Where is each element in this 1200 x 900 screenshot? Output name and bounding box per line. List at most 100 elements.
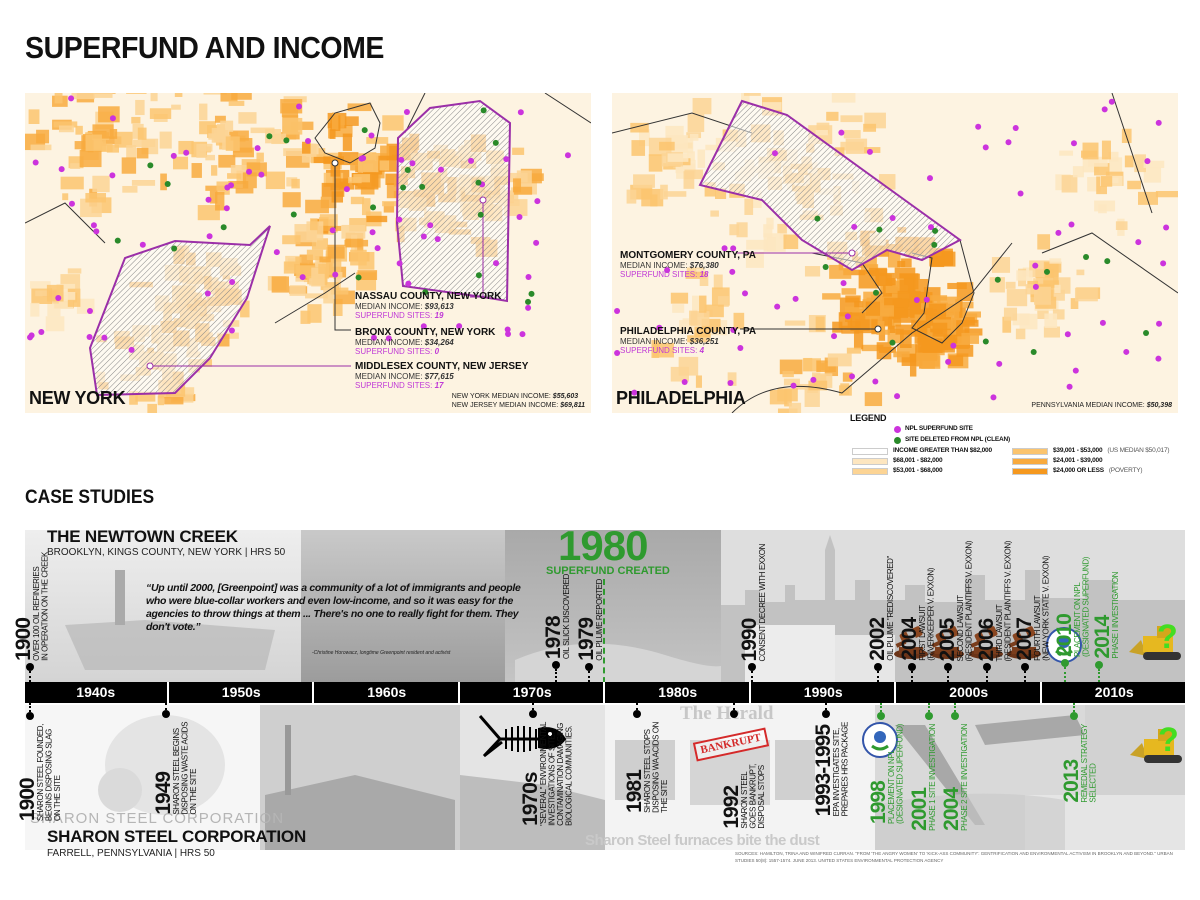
- timeline-connector: [751, 671, 753, 682]
- superfund-created-label: SUPERFUND CREATED: [546, 565, 670, 577]
- event-description: PREPARES HRS PACKAGE: [840, 722, 850, 817]
- income-tract: [159, 131, 172, 149]
- legend-title: LEGEND: [850, 413, 887, 423]
- timeline-connector: [29, 703, 31, 712]
- npl-superfund-site-dot: [456, 323, 463, 330]
- npl-superfund-site-dot: [1135, 239, 1142, 246]
- npl-superfund-site-dot: [427, 222, 434, 229]
- income-tract: [347, 103, 372, 112]
- timeline-connector: [636, 703, 638, 710]
- npl-superfund-site-dot: [525, 274, 532, 281]
- timeline-connector: [947, 671, 949, 682]
- income-tract: [35, 290, 49, 297]
- income-tract: [843, 130, 861, 139]
- deleted-site-dot: [931, 241, 938, 248]
- npl-superfund-site-dot: [851, 223, 858, 230]
- timeline-event-2001: 2001 PHASE 1 SITE INVESTIGATION: [908, 724, 938, 831]
- income-tract: [380, 145, 389, 159]
- income-tract: [1043, 326, 1060, 338]
- npl-superfund-site-dot: [93, 228, 100, 235]
- income-tract: [667, 153, 689, 162]
- income-tract: [777, 223, 787, 234]
- income-tract: [345, 238, 362, 248]
- timeline-connector: [954, 703, 956, 712]
- deleted-site-dot: [994, 276, 1001, 283]
- income-tract: [815, 316, 825, 332]
- timeline-event-dot: [944, 663, 952, 671]
- income-tract: [710, 210, 719, 217]
- timeline-connector: [588, 671, 590, 682]
- income-tract: [295, 256, 302, 263]
- decade-1950s: 1950s: [170, 682, 314, 703]
- income-tract: [1155, 190, 1178, 198]
- npl-superfund-site-dot: [1017, 190, 1024, 197]
- income-tract: [240, 300, 250, 318]
- county-income: MEDIAN INCOME: $36,251: [620, 337, 719, 346]
- income-tract: [323, 287, 334, 304]
- income-tract: [318, 148, 326, 159]
- income-tract: [875, 268, 888, 281]
- deleted-site-dot: [1083, 253, 1090, 260]
- income-tract: [1108, 157, 1123, 175]
- timeline-event-2005: 2005 SECOND LAWSUIT (RESIDENT PLAINTIFFS V…: [936, 541, 974, 661]
- timeline-event-2006: 2006 THIRD LAWSUIT (RESIDENT PLAINTIFFS V.…: [975, 541, 1013, 661]
- decade-2000s: 2000s: [898, 682, 1042, 703]
- npl-superfund-site-dot: [385, 335, 392, 342]
- income-tract: [92, 175, 110, 193]
- npl-superfund-site-dot: [420, 233, 427, 240]
- npl-superfund-site-dot: [656, 324, 663, 331]
- income-tract: [840, 141, 864, 151]
- income-tract: [631, 140, 646, 156]
- income-tract: [350, 196, 365, 205]
- event-description: (NEW YORK STATE V. EXXON): [1041, 556, 1051, 661]
- timeline-event-dot: [633, 710, 641, 718]
- timeline-event-2004: 2004 FIRST LAWSUIT (RIVERKEEPER V. EXXON): [898, 568, 936, 661]
- timeline-event-dot: [983, 663, 991, 671]
- npl-superfund-site-dot: [1032, 283, 1039, 290]
- npl-superfund-site-dot: [405, 280, 412, 287]
- income-tract: [265, 171, 286, 190]
- income-tract: [330, 287, 349, 295]
- deleted-site-dot: [171, 245, 178, 252]
- income-tract: [895, 298, 909, 308]
- income-tract: [231, 93, 252, 100]
- income-tract: [227, 173, 241, 179]
- income-tract: [899, 279, 914, 293]
- event-description: OIL PLUME REPORTED: [595, 579, 604, 661]
- quote-attribution: -Christine Horowacz, longtime Greenpoint…: [312, 650, 451, 656]
- income-tract: [826, 111, 839, 121]
- npl-superfund-site-dot: [273, 249, 280, 256]
- income-tract: [283, 261, 301, 274]
- income-tract: [382, 201, 399, 207]
- legend-npl-site: NPL SUPERFUND SITE: [894, 425, 973, 433]
- decade-1960s: 1960s: [316, 682, 460, 703]
- npl-superfund-site-dot: [204, 290, 211, 297]
- income-tract: [350, 249, 367, 266]
- npl-superfund-site-dot: [183, 149, 190, 156]
- gavel-icon: [894, 626, 928, 659]
- income-tract: [804, 266, 821, 277]
- event-description: ON THE SITE: [53, 775, 62, 822]
- npl-superfund-site-dot: [894, 393, 901, 400]
- income-tract: [289, 285, 306, 296]
- income-tract: [777, 408, 798, 413]
- boundary-line: [1111, 93, 1153, 214]
- event-description: PHASE 1 SITE INVESTIGATION: [928, 724, 937, 831]
- income-tract: [318, 263, 330, 274]
- timeline-event-dot: [162, 710, 170, 718]
- income-tract: [1052, 309, 1065, 320]
- npl-superfund-site-dot: [1005, 139, 1012, 146]
- callout-marker: [479, 196, 487, 204]
- swatch: [1012, 467, 1048, 475]
- income-tract: [205, 185, 225, 191]
- income-tract: [1070, 298, 1079, 309]
- income-tract: [717, 296, 729, 307]
- income-tract: [876, 329, 890, 335]
- event-description: BIOLOGICAL COMMUNITIES.: [564, 725, 574, 826]
- county-sites: SUPERFUND SITES: 18: [620, 270, 709, 279]
- income-tract: [897, 290, 921, 303]
- income-tract: [62, 193, 69, 201]
- swatch: [1012, 457, 1048, 465]
- npl-superfund-site-dot: [86, 333, 93, 340]
- county-income: MEDIAN INCOME: $77,615: [355, 372, 454, 381]
